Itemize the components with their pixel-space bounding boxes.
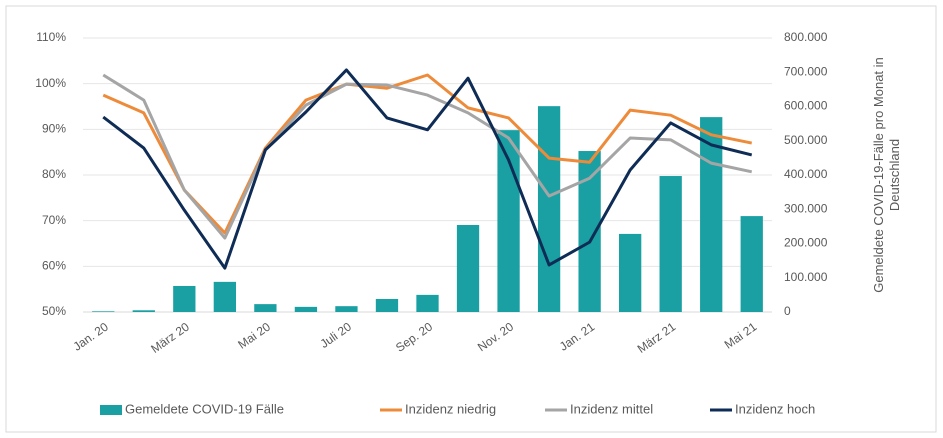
legend-label: Inzidenz niedrig (405, 401, 496, 416)
y2-axis-title-line: Deutschland (887, 139, 902, 211)
chart-frame (5, 5, 937, 433)
bar (537, 106, 561, 312)
y-tick-label: 60% (42, 259, 66, 273)
y2-tick-label: 100.000 (784, 270, 828, 284)
y2-tick-label: 400.000 (784, 167, 828, 181)
bar (456, 225, 480, 312)
bar (213, 281, 236, 312)
bar (335, 306, 358, 312)
bar (740, 216, 763, 312)
bar (416, 294, 439, 312)
legend-swatch (100, 405, 122, 415)
legend-label: Inzidenz hoch (735, 401, 815, 416)
bar (619, 233, 642, 312)
y-tick-label: 100% (35, 76, 66, 90)
y2-tick-label: 0 (784, 304, 791, 318)
y2-tick-label: 300.000 (784, 201, 828, 215)
bar (375, 298, 399, 312)
y2-tick-label: 500.000 (784, 133, 828, 147)
line (102, 73, 753, 235)
y-tick-label: 80% (42, 167, 66, 181)
legend-label: Inzidenz mittel (570, 401, 653, 416)
bar (659, 176, 682, 312)
bar (173, 285, 196, 312)
y2-tick-label: 200.000 (784, 236, 828, 250)
y-tick-label: 110% (36, 30, 66, 44)
y-tick-label: 50% (42, 304, 66, 318)
y2-axis-title-line: Gemeldete COVID-19-Fälle pro Monat in (871, 57, 886, 293)
bar (254, 304, 277, 312)
bar (92, 311, 115, 312)
y2-axis-title: Gemeldete COVID-19-Fälle pro Monat inDeu… (871, 57, 902, 293)
bar (132, 310, 155, 312)
bar (578, 151, 601, 312)
y2-tick-label: 700.000 (784, 64, 828, 78)
line (102, 73, 753, 240)
legend-label: Gemeldete COVID-19 Fälle (125, 401, 284, 416)
y-tick-label: 90% (42, 122, 66, 136)
y2-tick-label: 800.000 (784, 30, 828, 44)
line (102, 68, 753, 270)
y-tick-label: 70% (42, 213, 66, 227)
y2-tick-label: 600.000 (784, 99, 828, 113)
bar (294, 306, 318, 312)
